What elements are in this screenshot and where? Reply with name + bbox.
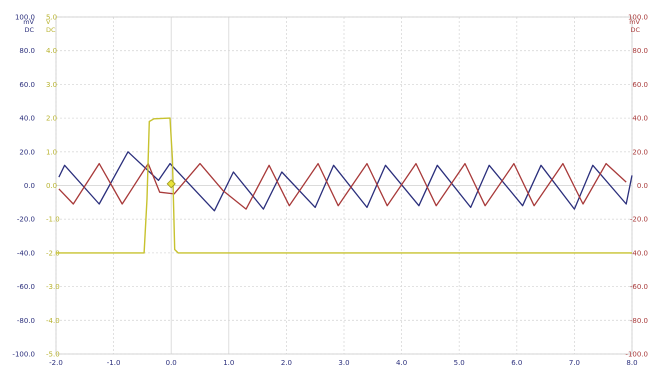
left-axis-tick: 40.0 (19, 115, 35, 123)
yellow-axis-coupling: DC (46, 26, 56, 34)
left-axis-unit: mV (23, 18, 34, 26)
yellow-trace (56, 117, 632, 254)
right-axis-unit: mV (629, 18, 640, 26)
right-axis-tick: -20.0 (630, 216, 648, 224)
right-axis-tick: 100.0 (628, 14, 648, 22)
left-axis-tick: 80.0 (19, 47, 35, 55)
yellow-axis-tick: 3.0 (46, 81, 57, 89)
yellow-axis-unit: V (46, 18, 51, 26)
left-axis-tick: 100.0 (15, 14, 35, 22)
yellow-axis-tick: -4.0 (46, 317, 60, 325)
yellow-axis-tick: -5.0 (46, 351, 60, 359)
x-axis-ticks: -2.0 -1.0 0.0 1.0 2.0 3.0 4.0 5.0 6.0 7.0 8.0 (49, 359, 637, 367)
x-axis-tick: 2.0 (281, 359, 292, 367)
traces (56, 117, 633, 254)
left-axis-tick: -100.0 (12, 351, 35, 359)
right-axis-tick: 60.0 (632, 81, 648, 89)
yellow-axis-tick: -2.0 (46, 249, 60, 257)
right-axis-tick: 40.0 (632, 115, 648, 123)
right-axis-tick: 20.0 (632, 148, 648, 156)
yellow-axis-tick: 5.0 (46, 14, 57, 22)
yellow-axis-tick: 2.0 (46, 115, 57, 123)
x-axis-tick: 8.0 (626, 359, 637, 367)
x-axis-tick: -2.0 (49, 359, 63, 367)
plot-frame (55, 16, 633, 355)
yellow-axis-tick: 1.0 (46, 148, 57, 156)
left-axis-tick: -80.0 (17, 317, 35, 325)
left-axis-tick: -40.0 (17, 249, 35, 257)
right-axis-tick: -100.0 (625, 351, 648, 359)
left-axis-coupling: DC (24, 26, 34, 34)
trigger-marker[interactable] (166, 179, 176, 189)
right-axis-tick: -40.0 (630, 249, 648, 257)
yellow-axis-ticks: 5.0 4.0 3.0 2.0 1.0 0.0 -1.0 -2.0 -3.0 -4.0 -5.0 (46, 14, 60, 359)
right-axis-tick: 0.0 (637, 182, 648, 190)
right-axis-tick: -80.0 (630, 317, 648, 325)
x-axis-tick: 5.0 (454, 359, 465, 367)
yellow-axis-tick: 0.0 (46, 182, 57, 190)
x-axis-tick: 0.0 (166, 359, 177, 367)
right-trace (58, 162, 627, 210)
yellow-axis-tick: 4.0 (46, 47, 57, 55)
right-axis-coupling: DC (630, 26, 640, 34)
left-axis-ticks: 100.0 80.0 60.0 40.0 20.0 0.0 -20.0 -40.0 -60.0 -… (12, 14, 35, 359)
right-axis-tick: 80.0 (632, 47, 648, 55)
x-axis-tick: 7.0 (569, 359, 580, 367)
x-axis-tick: 1.0 (223, 359, 234, 367)
left-axis-tick: -20.0 (17, 216, 35, 224)
left-trace (58, 151, 633, 212)
left-axis-tick: -60.0 (17, 283, 35, 291)
markers[interactable] (166, 179, 176, 189)
x-axis-tick: 6.0 (511, 359, 522, 367)
x-axis-tick: 3.0 (338, 359, 349, 367)
left-axis-tick: 60.0 (19, 81, 35, 89)
x-axis-tick: 4.0 (396, 359, 407, 367)
yellow-axis-tick: -1.0 (46, 216, 60, 224)
yellow-axis-tick: -3.0 (46, 283, 60, 291)
left-axis-tick: 0.0 (24, 182, 35, 190)
right-axis-ticks: 100.0 80.0 60.0 40.0 20.0 0.0 -20.0 -40.0 -60.0 -… (625, 14, 648, 359)
grid (55, 16, 633, 355)
left-axis-tick: 20.0 (19, 148, 35, 156)
x-axis-tick: -1.0 (107, 359, 121, 367)
right-axis-tick: -60.0 (630, 283, 648, 291)
